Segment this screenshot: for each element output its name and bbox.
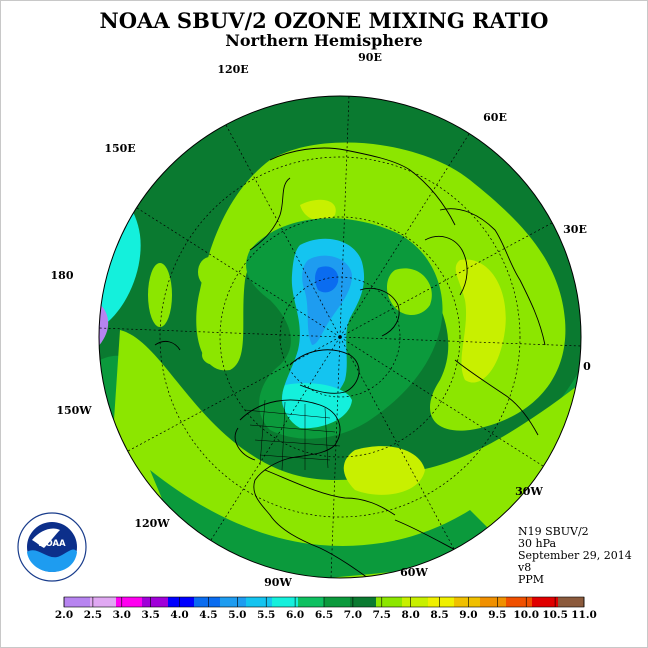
colorbar-swatch	[480, 597, 507, 607]
colorbar-swatch	[64, 597, 91, 607]
lon-label-90w: 90W	[264, 576, 292, 589]
colorbar-swatch	[246, 597, 273, 607]
info-satellite: N19 SBUV/2	[518, 525, 589, 538]
colorbar-swatch	[376, 597, 403, 607]
map-border	[98, 95, 582, 579]
colorbar-tick-label: 8.5	[430, 609, 448, 621]
lon-label-60e: 60E	[483, 111, 507, 124]
colorbar-swatch	[298, 597, 325, 607]
field-yellow-north	[300, 199, 336, 221]
lon-label-150e: 150E	[104, 142, 135, 155]
noaa-logo: NOAA	[17, 512, 87, 582]
colorbar-tick-label: 10.0	[513, 609, 539, 621]
colorbar-swatch	[428, 597, 455, 607]
colorbar-tick-label: 3.0	[113, 609, 131, 621]
svg-text:NOAA: NOAA	[38, 539, 66, 549]
info-version: v8	[518, 561, 532, 574]
field-purple	[99, 300, 109, 350]
field-blue-core	[302, 255, 352, 345]
colorbar-tick-label: 10.5	[542, 609, 568, 621]
colorbar-swatch	[168, 597, 195, 607]
colorbar-swatch	[90, 597, 117, 607]
colorbar-swatch	[454, 597, 481, 607]
colorbar-tick-label: 9.5	[488, 609, 506, 621]
colorbar-swatch	[194, 597, 221, 607]
colorbar-tick-label: 5.5	[257, 609, 275, 621]
graticule	[99, 96, 581, 578]
info-units: PPM	[518, 573, 545, 586]
colorbar: 2.0 2.5 3.0 3.5 4.0 4.5 5.0 5.5 6.0 6.5 7.0 7.5 8.0 8…	[55, 596, 597, 621]
lon-label-120w: 120W	[134, 517, 170, 530]
colorbar-tick-label: 3.5	[142, 609, 160, 621]
lon-label-150w: 150W	[56, 404, 92, 417]
colorbar-tick-label: 11.0	[571, 609, 597, 621]
colorbar-swatch	[350, 597, 377, 607]
colorbar-swatch	[558, 597, 585, 607]
colorbar-swatch	[272, 597, 299, 607]
field-lime-island-sw	[202, 345, 228, 365]
lon-label-60w: 60W	[400, 566, 428, 579]
map-title: NOAA SBUV/2 OZONE MIXING RATIO	[99, 8, 549, 33]
lon-label-180: 180	[51, 269, 74, 282]
field-yellow-east	[455, 259, 506, 383]
colorbar-swatch	[532, 597, 559, 607]
colorbar-tick-label: 2.5	[84, 609, 102, 621]
colorbar-swatch	[402, 597, 429, 607]
longitude-labels: 90E 60E 30E 0 30W 60W 90W 120W 150W 180 …	[51, 51, 592, 589]
colorbar-tick-label: 7.5	[373, 609, 391, 621]
colorbar-tick-label: 6.5	[315, 609, 333, 621]
lon-label-90e: 90E	[358, 51, 382, 64]
lon-label-0: 0	[583, 360, 591, 373]
colorbar-tick-label: 4.0	[170, 609, 188, 621]
colorbar-tick-label: 4.5	[199, 609, 217, 621]
field-cyan-north	[170, 98, 210, 116]
coastlines	[154, 147, 546, 578]
lon-label-30w: 30W	[515, 485, 543, 498]
colorbar-tick-label: 7.0	[344, 609, 362, 621]
info-level: 30 hPa	[518, 537, 557, 550]
colorbar-tick-label: 9.0	[459, 609, 477, 621]
field-lime-island-west	[148, 263, 172, 327]
field-yellow-south	[343, 446, 425, 495]
field-deep-blue	[315, 266, 339, 293]
info-date: September 29, 2014	[518, 549, 632, 562]
data-info-block: N19 SBUV/2 30 hPa September 29, 2014 v8 …	[518, 526, 632, 586]
colorbar-tick-label: 6.0	[286, 609, 304, 621]
lon-label-30e: 30E	[563, 223, 587, 236]
field-lime-island-east	[387, 268, 432, 316]
colorbar-tick-label: 2.0	[55, 609, 73, 621]
field-cyan-core	[282, 383, 352, 429]
colorbar-swatch	[220, 597, 247, 607]
colorbar-swatch	[142, 597, 169, 607]
map-subtitle: Northern Hemisphere	[225, 31, 423, 50]
colorbar-tick-label: 5.0	[228, 609, 246, 621]
ozone-field	[99, 96, 581, 578]
colorbar-tick-label: 8.0	[402, 609, 420, 621]
colorbar-swatch	[506, 597, 533, 607]
field-lime-island-nw	[198, 257, 222, 287]
lon-label-120e: 120E	[217, 63, 248, 76]
us-state-lines	[244, 399, 341, 471]
colorbar-swatch	[116, 597, 143, 607]
colorbar-swatch	[324, 597, 351, 607]
